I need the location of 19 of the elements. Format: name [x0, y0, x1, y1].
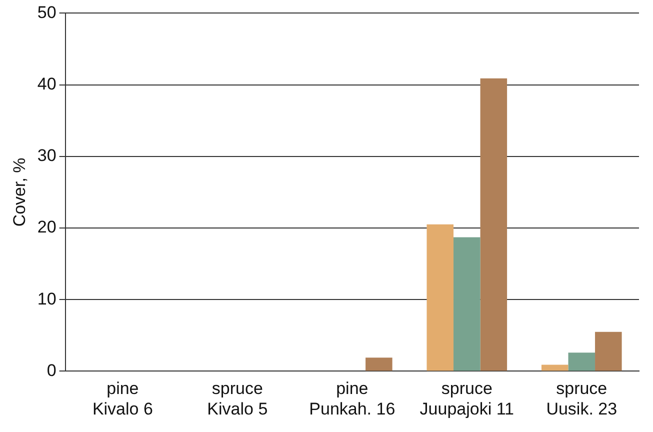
bar — [541, 364, 568, 371]
bar — [480, 78, 508, 371]
y-tick-label: 0 — [46, 360, 56, 380]
x-tick-label: spruce Kivalo 5 — [207, 379, 268, 418]
bar — [426, 224, 454, 371]
y-tick-label: 40 — [37, 74, 56, 94]
bar — [366, 358, 392, 371]
x-tick-label: spruce Juupajoki 11 — [420, 379, 514, 418]
x-tick-label: pine Punkah. 16 — [309, 379, 396, 418]
bar — [568, 352, 596, 371]
y-tick-label: 50 — [37, 2, 56, 22]
bar — [454, 237, 480, 371]
bar — [595, 332, 622, 371]
y-tick-label: 10 — [37, 289, 56, 308]
y-axis-title: Cover, % — [10, 158, 29, 227]
x-tick-label: spruce Uusik. 23 — [546, 379, 618, 418]
x-tick-label: pine Kivalo 6 — [92, 379, 153, 418]
y-tick-label: 20 — [37, 218, 56, 237]
y-tick-label: 30 — [37, 146, 56, 166]
